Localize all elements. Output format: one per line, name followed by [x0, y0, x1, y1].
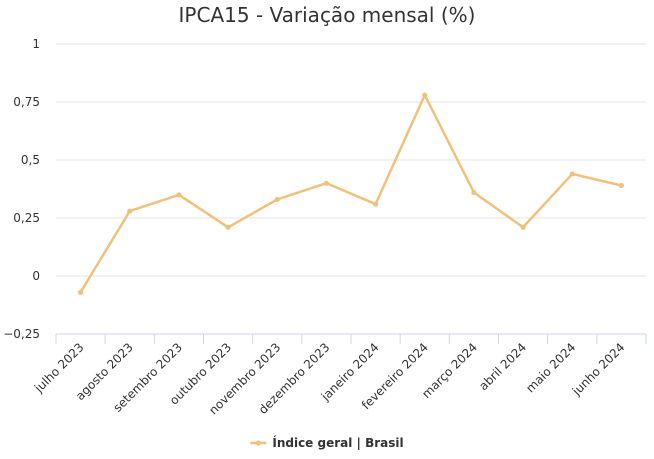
data-point[interactable]	[127, 208, 133, 214]
chart-title: IPCA15 - Variação mensal (%)	[179, 3, 476, 27]
data-point[interactable]	[569, 171, 575, 177]
data-point[interactable]	[471, 189, 477, 196]
data-point[interactable]	[77, 289, 84, 295]
y-tick-label: 0,75	[13, 95, 40, 109]
legend[interactable]: Índice geral | Brasil	[250, 435, 404, 450]
data-point[interactable]	[422, 92, 428, 98]
x-tick-label: abril 2024	[476, 340, 529, 393]
y-tick-label: −0,25	[3, 327, 40, 341]
data-point[interactable]	[520, 224, 526, 230]
x-tick-label: junho 2024	[569, 340, 628, 399]
y-axis-ticks: −0,25 0 0,25 0,5 0,75 1	[3, 37, 40, 341]
data-point[interactable]	[274, 196, 280, 203]
legend-entry-label[interactable]: Índice geral | Brasil	[272, 435, 403, 450]
data-point[interactable]	[323, 180, 330, 186]
data-point[interactable]	[372, 201, 379, 207]
legend-symbol-marker	[255, 440, 261, 446]
series-layer	[77, 92, 625, 295]
data-point[interactable]	[618, 182, 625, 189]
series-line[interactable]	[79, 93, 623, 294]
y-tick-label: 0,25	[13, 211, 40, 225]
y-tick-label: 0,5	[21, 153, 40, 167]
data-point[interactable]	[225, 224, 231, 230]
y-tick-label: 0	[32, 269, 40, 283]
y-tick-label: 1	[32, 37, 40, 51]
data-point[interactable]	[176, 192, 182, 198]
